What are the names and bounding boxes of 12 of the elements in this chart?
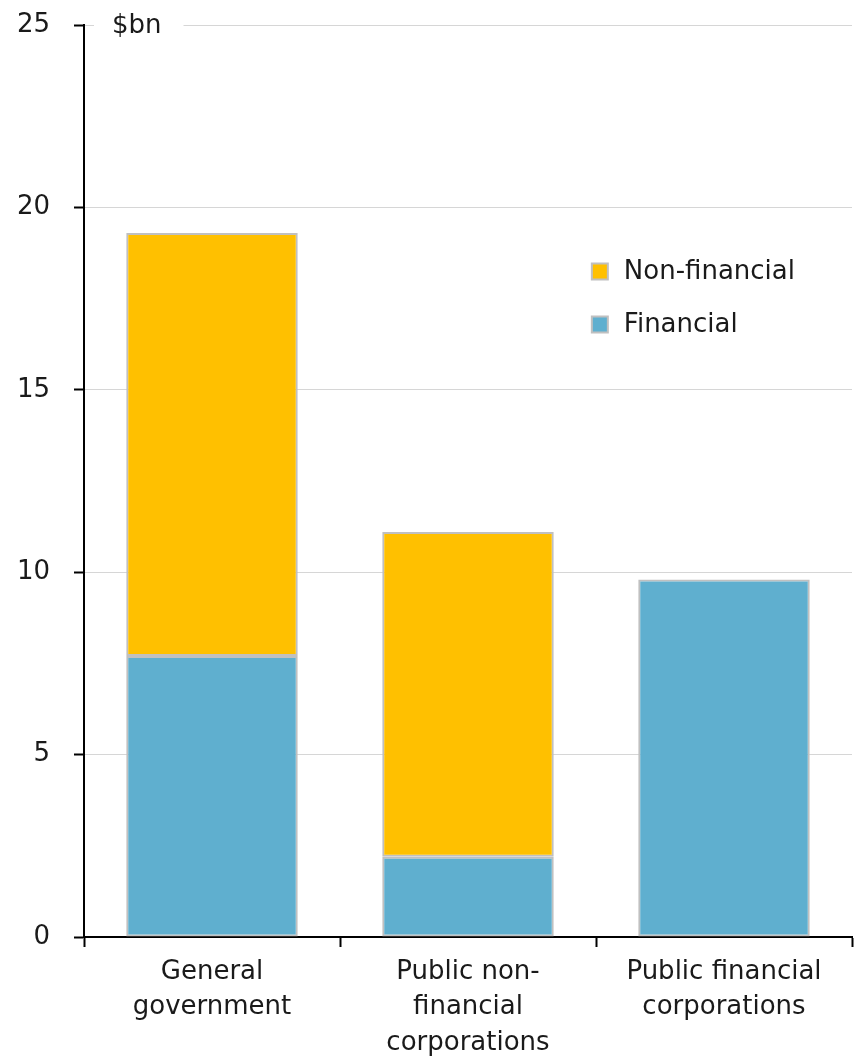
- y-tick-label: 5: [33, 737, 50, 768]
- x-tick-label: Public non-financial corporations: [386, 955, 550, 1056]
- legend-label: Financial: [623, 308, 738, 339]
- y-axis-title: $bn: [112, 8, 162, 39]
- legend-label: Non-financial: [623, 255, 796, 286]
- y-tick-label: 10: [16, 554, 50, 585]
- y-tick-label: 20: [16, 190, 50, 221]
- x-tick-label: Public financial corporations: [626, 955, 822, 1021]
- y-tick-label: 15: [16, 372, 50, 403]
- x-tick-label: General government: [132, 955, 292, 1021]
- y-tick-label: 0: [33, 919, 50, 950]
- y-tick-label: 25: [16, 7, 50, 38]
